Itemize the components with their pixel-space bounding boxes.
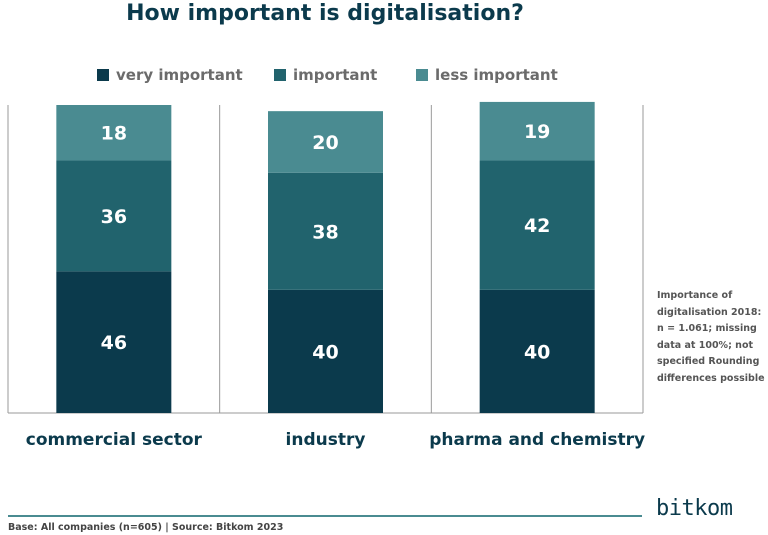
bar-pharma-and-chemistry-less-important [479, 101, 595, 161]
value-label: 40 [312, 341, 338, 363]
brand-logo: bitkom [656, 496, 733, 521]
legend-swatch-less-important [416, 69, 428, 81]
category-label-commercial-sector: commercial sector [26, 430, 203, 450]
value-label: 40 [524, 341, 550, 363]
category-label-pharma-and-chemistry: pharma and chemistry [429, 430, 645, 450]
value-label: 38 [312, 221, 338, 243]
bar-industry-very-important [268, 289, 383, 413]
chart-note: Importance of digitalisation 2018: n = 1… [657, 290, 765, 384]
chart-title: How important is digitalisation? [126, 1, 524, 26]
bars: 46 36 18 40 38 20 40 42 19 [56, 101, 595, 413]
legend-label-important: important [293, 66, 377, 84]
category-labels: commercial sector industry pharma and chem… [26, 430, 645, 450]
value-label: 42 [524, 215, 550, 237]
value-label: 46 [101, 332, 127, 354]
bar-commercial-sector-less-important [56, 105, 172, 161]
bar-commercial-sector-important [56, 160, 172, 272]
bar-pharma-and-chemistry-important [479, 160, 595, 290]
category-label-industry: industry [286, 430, 366, 450]
bar-industry-less-important [268, 111, 383, 173]
footer-divider [8, 515, 642, 517]
bar-industry-important [268, 172, 383, 290]
bar-pharma-and-chemistry-very-important [479, 289, 595, 413]
legend-label-less-important: less important [435, 66, 558, 84]
source-footer: Base: All companies (n=605) | Source: Bi… [8, 522, 284, 533]
value-label: 19 [524, 121, 550, 143]
legend-swatch-important [274, 69, 286, 81]
bar-commercial-sector-very-important [56, 271, 172, 413]
legend: very important important less important [97, 66, 558, 84]
legend-swatch-very-important [97, 69, 109, 81]
legend-label-very-important: very important [116, 66, 243, 84]
value-label: 18 [101, 123, 127, 145]
value-label: 20 [312, 132, 338, 154]
value-label: 36 [101, 206, 127, 228]
